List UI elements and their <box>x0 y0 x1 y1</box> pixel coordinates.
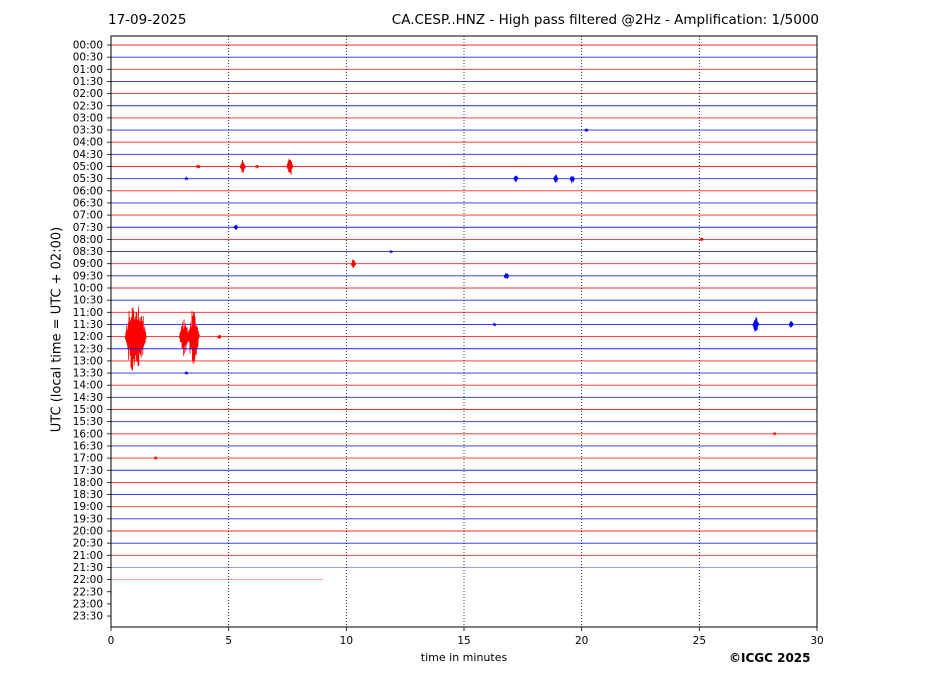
event-09:30-16.8 <box>503 273 510 279</box>
event-05:00-5.6 <box>239 159 246 173</box>
event-05:30-3.2 <box>184 176 189 181</box>
y-tick-label: 14:00 <box>73 380 103 392</box>
plot-frame <box>110 35 818 628</box>
event-12:00-1.2 <box>131 306 147 367</box>
y-tick-label: 21:30 <box>73 562 103 574</box>
event-13:30-3.2 <box>184 370 189 376</box>
y-tick-label: 07:30 <box>73 222 103 234</box>
y-tick-label: 09:00 <box>73 258 103 270</box>
event-03:30-20.2 <box>584 128 589 132</box>
y-tick-label: 20:00 <box>73 526 103 538</box>
y-tick-label: 16:30 <box>73 440 103 452</box>
y-tick-label: 16:00 <box>73 428 103 440</box>
y-tick-label: 14:30 <box>73 392 103 404</box>
date-label: 17-09-2025 <box>108 12 187 28</box>
y-tick-label: 23:30 <box>73 611 103 623</box>
y-axis-label: UTC (local time = UTC + 02:00) <box>49 226 65 433</box>
y-tick-label: 19:00 <box>73 501 103 513</box>
y-tick-label: 18:30 <box>73 489 103 501</box>
y-tick-label: 01:30 <box>73 76 103 88</box>
event-05:30-17.2 <box>513 175 519 183</box>
y-tick-label: 00:00 <box>73 40 103 52</box>
event-05:00-3.7 <box>195 164 201 169</box>
x-tick-label: 20 <box>575 635 588 647</box>
y-tick-label: 18:00 <box>73 477 103 489</box>
y-tick-label: 07:00 <box>73 210 103 222</box>
x-tick-label: 15 <box>457 635 470 647</box>
x-tick-label: 25 <box>693 635 706 647</box>
y-tick-label: 02:00 <box>73 88 103 100</box>
grid-lines <box>228 36 700 627</box>
event-16:00-28.2 <box>772 431 777 436</box>
event-05:00-7.6 <box>286 158 294 175</box>
y-tick-label: 03:30 <box>73 125 103 137</box>
y-tick-label: 17:00 <box>73 453 103 465</box>
y-tick-label: 09:30 <box>73 270 103 282</box>
event-11:30-27.4 <box>752 316 760 332</box>
y-tick-label: 01:00 <box>73 64 103 76</box>
y-tick-label: 22:30 <box>73 586 103 598</box>
y-tick-label: 11:00 <box>73 307 103 319</box>
y-tick-label: 05:30 <box>73 173 103 185</box>
copyright: ©ICGC 2025 <box>729 651 811 665</box>
y-tick-label: 19:30 <box>73 513 103 525</box>
event-05:30-18.9 <box>553 174 559 183</box>
y-tick-label: 21:00 <box>73 550 103 562</box>
event-09:00-10.3 <box>350 259 357 268</box>
x-axis-label: time in minutes <box>420 651 508 664</box>
event-11:30-28.9 <box>788 321 794 328</box>
y-tick-label: 10:00 <box>73 283 103 295</box>
y-tick-label: 23:00 <box>73 598 103 610</box>
event-11:30-16.3 <box>492 322 497 327</box>
event-08:00-25.1 <box>699 237 704 241</box>
y-tick-label: 13:30 <box>73 368 103 380</box>
x-tick-label: 30 <box>810 635 823 647</box>
y-axis: 00:0000:3001:0001:3002:0002:3003:0003:30… <box>73 40 111 623</box>
event-05:00-6.2 <box>254 165 259 169</box>
y-tick-label: 12:30 <box>73 343 103 355</box>
y-tick-label: 06:30 <box>73 197 103 209</box>
chart-title: CA.CESP..HNZ - High pass filtered @2Hz -… <box>391 12 819 28</box>
y-tick-label: 13:00 <box>73 355 103 367</box>
y-tick-label: 03:00 <box>73 112 103 124</box>
y-tick-label: 20:30 <box>73 538 103 550</box>
y-tick-label: 04:30 <box>73 149 103 161</box>
x-tick-label: 10 <box>340 635 353 647</box>
x-axis: 0 5 10 15 20 25 30 <box>108 627 824 647</box>
event-12:00-3.1 <box>178 319 190 356</box>
event-17:00-1.9 <box>153 455 158 461</box>
y-tick-label: 10:30 <box>73 295 103 307</box>
y-tick-label: 00:30 <box>73 52 103 64</box>
event-07:30-5.3 <box>233 224 239 230</box>
y-tick-label: 06:00 <box>73 185 103 197</box>
event-08:30-11.9 <box>389 249 394 254</box>
x-tick-label: 0 <box>108 635 115 647</box>
event-12:00-3.5 <box>186 310 200 365</box>
y-tick-label: 11:30 <box>73 319 103 331</box>
y-tick-label: 15:30 <box>73 416 103 428</box>
y-tick-label: 04:00 <box>73 137 103 149</box>
y-tick-label: 05:00 <box>73 161 103 173</box>
y-tick-label: 22:00 <box>73 574 103 586</box>
y-tick-label: 08:30 <box>73 246 103 258</box>
y-tick-label: 02:30 <box>73 100 103 112</box>
y-tick-label: 17:30 <box>73 465 103 477</box>
y-tick-label: 08:00 <box>73 234 103 246</box>
y-tick-label: 15:00 <box>73 404 103 416</box>
event-12:00-4.6 <box>217 335 222 339</box>
event-05:30-19.6 <box>569 175 575 184</box>
x-tick-label: 5 <box>225 635 232 647</box>
y-tick-label: 12:00 <box>73 331 103 343</box>
